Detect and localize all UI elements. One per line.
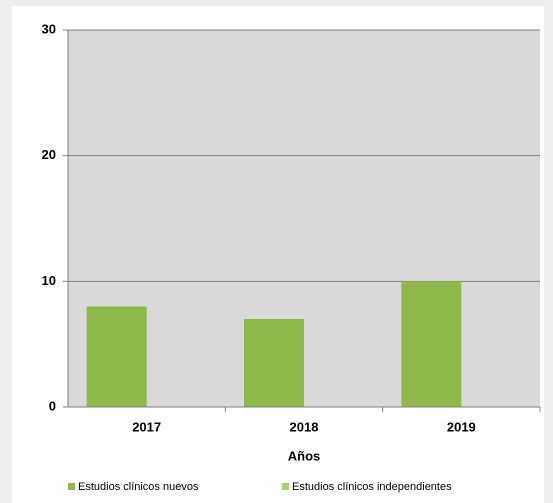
y-tick-label: 0 [49, 398, 56, 413]
x-axis-title: Años [288, 448, 321, 463]
bar [244, 319, 304, 407]
y-tick-label: 10 [42, 273, 56, 288]
legend-swatch [68, 483, 75, 490]
y-tick-label: 30 [42, 21, 56, 36]
x-tick-label: 2019 [447, 419, 476, 434]
x-tick-label: 2017 [132, 419, 161, 434]
legend-swatch [282, 483, 289, 490]
y-tick-label: 20 [42, 147, 56, 162]
legend-label: Estudios clínicos independientes [292, 481, 452, 493]
bar [86, 306, 147, 407]
legend: Estudios clínicos nuevos Estudios clínico… [68, 481, 452, 493]
bar [401, 281, 462, 407]
legend-label: Estudios clínicos nuevos [78, 481, 199, 493]
x-tick-label: 2018 [290, 419, 319, 434]
